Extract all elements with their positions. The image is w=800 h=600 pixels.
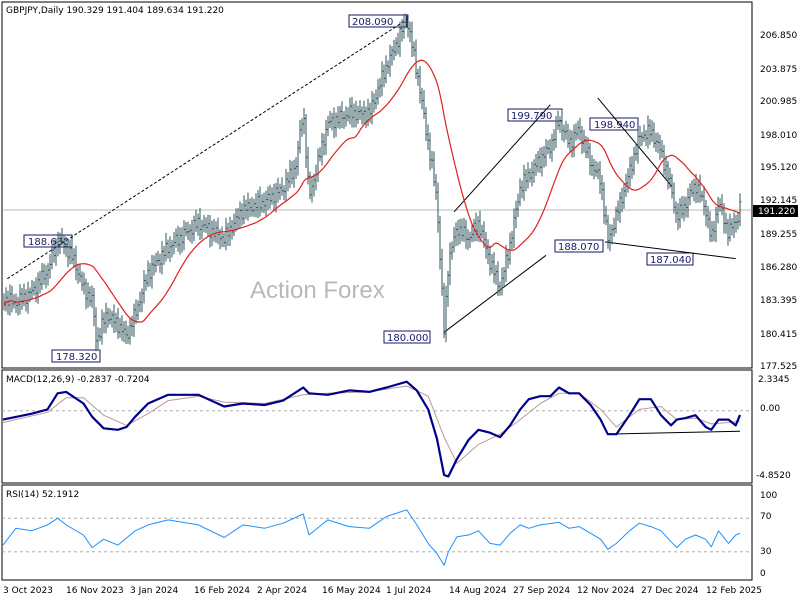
- price-tick-label: 206.850: [760, 31, 797, 41]
- price-tick-label: 180.415: [760, 330, 797, 340]
- x-axis-label: 27 Sep 2024: [513, 586, 570, 596]
- svg-text:198.940: 198.940: [594, 120, 635, 131]
- x-axis-label: 16 Nov 2023: [66, 586, 124, 596]
- price-tick-label: 192.145: [760, 196, 797, 206]
- svg-text:180.000: 180.000: [387, 333, 428, 344]
- price-panel-header: GBPJPY,Daily 190.329 191.404 189.634 191…: [6, 6, 224, 16]
- macd-tick-label: 2.3345: [758, 375, 790, 385]
- macd-panel-frame: [1, 369, 753, 484]
- annotation-198940: 198.940: [589, 117, 639, 131]
- svg-text:187.040: 187.040: [650, 255, 691, 266]
- rsi-panel-header: RSI(14) 52.1912: [6, 490, 79, 500]
- rsi-tick-label: 0: [760, 569, 766, 579]
- macd-line: [2, 380, 742, 478]
- rsi-tick-label: 30: [760, 547, 772, 557]
- rsi-line: [2, 509, 741, 566]
- price-tick-label: 177.525: [760, 362, 797, 372]
- annotation-199790: 199.790: [507, 108, 563, 122]
- x-axis-label: 12 Feb 2025: [706, 586, 762, 596]
- annotation-208090: 208.090: [348, 14, 408, 28]
- macd-signal-line: [2, 385, 741, 464]
- svg-text:199.790: 199.790: [511, 111, 552, 122]
- svg-text:208.090: 208.090: [352, 17, 393, 28]
- annotation-178320: 178.320: [51, 349, 101, 363]
- x-axis-label: 3 Oct 2023: [3, 586, 53, 596]
- resistance-line: [597, 97, 673, 188]
- rsi-tick-label: 100: [760, 491, 777, 501]
- plot-layer: [2, 13, 752, 566]
- rsi-tick-label: 70: [760, 512, 772, 522]
- x-axis-label: 12 Nov 2024: [577, 586, 635, 596]
- svg-text:188.630: 188.630: [28, 237, 69, 248]
- annotation-188070: 188.070: [554, 239, 604, 253]
- macd-support-line: [607, 430, 741, 435]
- macd-tick-label: 0.00: [760, 404, 780, 414]
- price-tick-label: 195.120: [760, 163, 797, 173]
- macd-panel-header: MACD(12,26,9) -0.2837 -0.7204: [6, 375, 150, 385]
- x-axis-label: 16 May 2024: [322, 586, 381, 596]
- price-tick-label: 203.875: [760, 65, 797, 75]
- support-line: [604, 241, 736, 260]
- annotation-187040: 187.040: [646, 252, 694, 266]
- price-tick-label: 198.010: [760, 131, 797, 141]
- moving-average-line: [3, 59, 741, 323]
- watermark: Action Forex: [250, 277, 385, 304]
- price-tick-label: 183.395: [760, 296, 797, 306]
- x-axis-label: 2 Apr 2024: [257, 586, 307, 596]
- current-price-tag: 191.220: [758, 207, 795, 217]
- macd-tick-label: -4.8520: [756, 471, 791, 481]
- price-tick-label: 189.255: [760, 230, 797, 240]
- trendline-dashed: [7, 18, 409, 280]
- x-axis-label: 16 Feb 2024: [194, 586, 250, 596]
- current-price-tag-bg: [753, 205, 798, 217]
- x-axis-label: 14 Aug 2024: [449, 586, 507, 596]
- price-panel-frame: [1, 1, 753, 369]
- svg-text:188.070: 188.070: [558, 242, 599, 253]
- rsi-panel-frame: [1, 484, 753, 581]
- svg-text:178.320: 178.320: [56, 352, 97, 363]
- x-axis-label: 27 Dec 2024: [641, 586, 699, 596]
- price-tick-label: 186.280: [760, 263, 797, 273]
- x-axis-label: 3 Jan 2024: [130, 586, 178, 596]
- annotation-180000: 180.000: [383, 330, 431, 344]
- x-axis-label: 1 Jul 2024: [386, 586, 431, 596]
- price-tick-label: 200.985: [760, 97, 797, 107]
- channel-lower-line: [443, 254, 547, 333]
- channel-upper-line: [453, 104, 551, 213]
